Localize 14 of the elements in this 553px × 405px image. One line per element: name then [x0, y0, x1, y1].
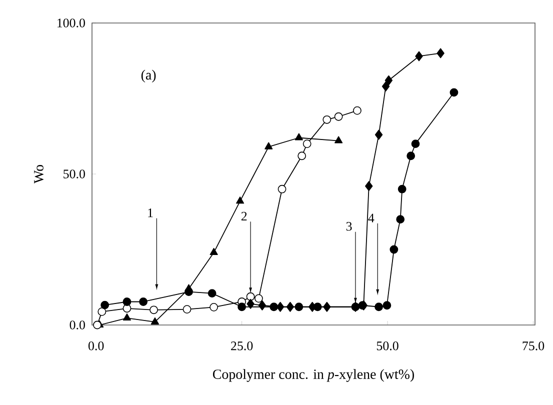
annotation: 3 [346, 222, 352, 231]
x-tick-label: 75.0 [522, 342, 544, 350]
y-tick-label: 100.0 [57, 18, 85, 28]
x-tick-label: 50.0 [376, 342, 398, 350]
y-tick-label: 0.0 [70, 320, 85, 330]
annotation: 1 [148, 208, 153, 218]
annotation: 4 [368, 214, 374, 222]
y-tick-label: 50.0 [64, 170, 85, 178]
x-tick-label: 0.0 [88, 342, 104, 350]
y-axis-title: Wo [34, 165, 44, 184]
annotation: (a) [141, 70, 156, 82]
x-tick-label: 25.0 [231, 342, 253, 350]
annotation: 2 [241, 212, 247, 220]
x-axis-title: Copolymer conc. in p-xylene (wt%) [212, 369, 414, 382]
